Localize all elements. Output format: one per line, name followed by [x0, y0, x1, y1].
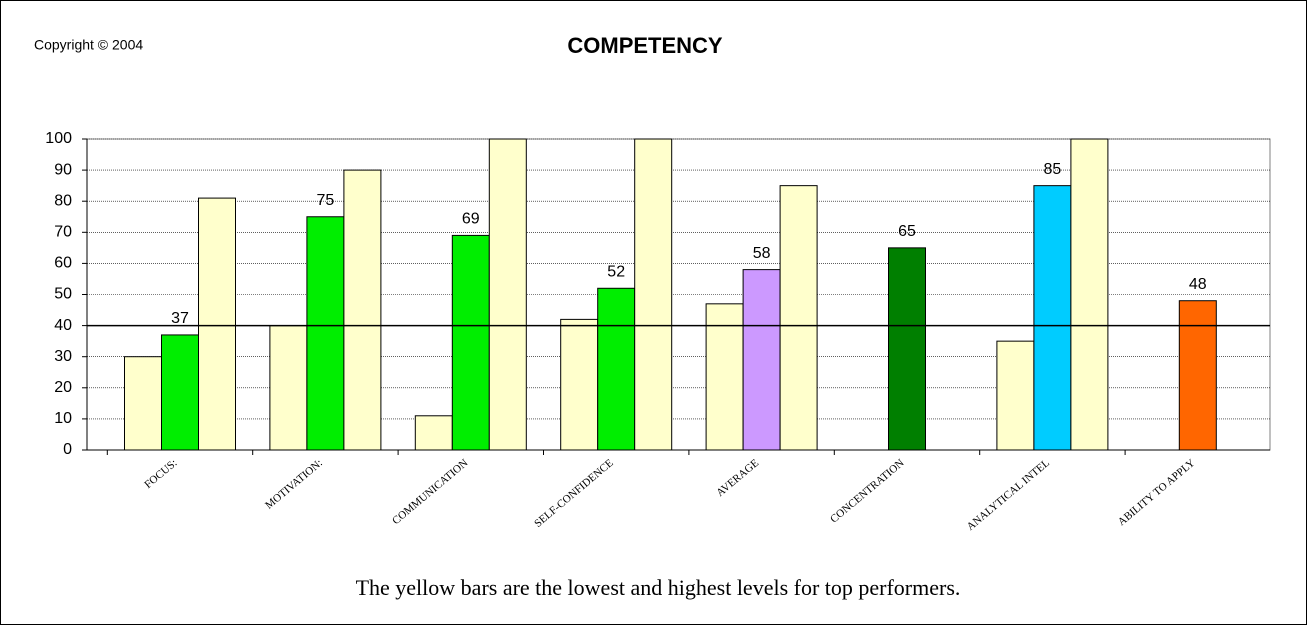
copyright: Copyright © 2004	[34, 37, 143, 53]
y-tick-label: 60	[54, 255, 72, 272]
y-tick-label: 0	[63, 441, 72, 458]
y-tick-label: 50	[54, 286, 72, 303]
y-tick-label: 100	[45, 130, 72, 147]
y-tick-label: 70	[54, 224, 72, 241]
value-label: 65	[898, 223, 916, 240]
value-label: 85	[1044, 161, 1062, 178]
bar	[306, 216, 345, 451]
value-label: 52	[607, 263, 625, 280]
bar	[1178, 300, 1217, 451]
y-tick-label: 40	[54, 317, 72, 334]
y-tick-label: 20	[54, 379, 72, 396]
bar	[451, 234, 490, 451]
bar	[161, 334, 199, 451]
value-label: 69	[462, 211, 480, 228]
bar	[705, 303, 744, 451]
bar	[888, 247, 926, 451]
bar	[488, 138, 527, 451]
bar	[198, 197, 236, 451]
bar	[269, 325, 308, 451]
bar	[1033, 185, 1072, 451]
y-tick-label: 10	[54, 410, 72, 427]
chart-title: COMPETENCY	[567, 33, 723, 58]
bar	[124, 356, 162, 451]
bar	[996, 340, 1035, 451]
bar	[560, 318, 599, 451]
value-label: 48	[1189, 276, 1207, 293]
bar	[414, 415, 453, 451]
y-tick-label: 30	[54, 348, 72, 365]
value-label: 37	[171, 310, 189, 327]
bar	[597, 287, 636, 451]
bar	[343, 169, 382, 451]
value-label: 58	[753, 245, 771, 262]
y-tick-label: 80	[54, 192, 72, 209]
bar	[634, 138, 673, 451]
y-tick-label: 90	[54, 161, 72, 178]
value-label: 75	[317, 192, 335, 209]
bar	[742, 269, 781, 451]
caption: The yellow bars are the lowest and highe…	[356, 575, 961, 600]
bar	[779, 185, 818, 451]
bar	[1070, 138, 1109, 451]
